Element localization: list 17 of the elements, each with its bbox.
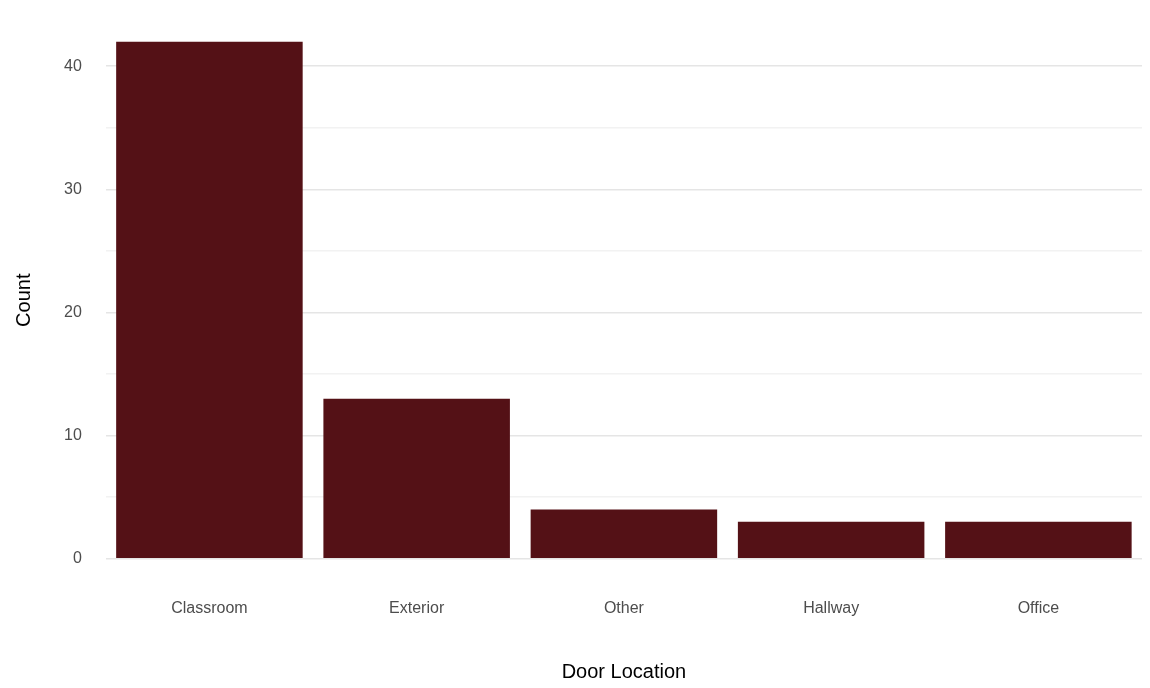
bar	[323, 398, 510, 559]
y-tick-label: 0	[72, 549, 82, 567]
x-tick-label: Hallway	[803, 598, 860, 616]
y-tick-label: 30	[64, 179, 82, 197]
x-tick-label: Other	[603, 598, 645, 616]
y-tick-label: 10	[64, 426, 82, 444]
bar	[116, 41, 303, 559]
x-tick-label: Office	[1017, 598, 1060, 616]
bar	[945, 521, 1132, 559]
y-tick-label: 40	[64, 56, 82, 74]
y-tick-label: 20	[64, 302, 82, 320]
bar	[530, 509, 718, 559]
bar	[737, 521, 925, 559]
x-tick-label: Exterior	[389, 598, 445, 616]
x-axis-title: Door Location	[561, 659, 687, 682]
x-tick-label: Classroom	[171, 598, 248, 616]
y-axis-title: Count	[11, 273, 34, 327]
